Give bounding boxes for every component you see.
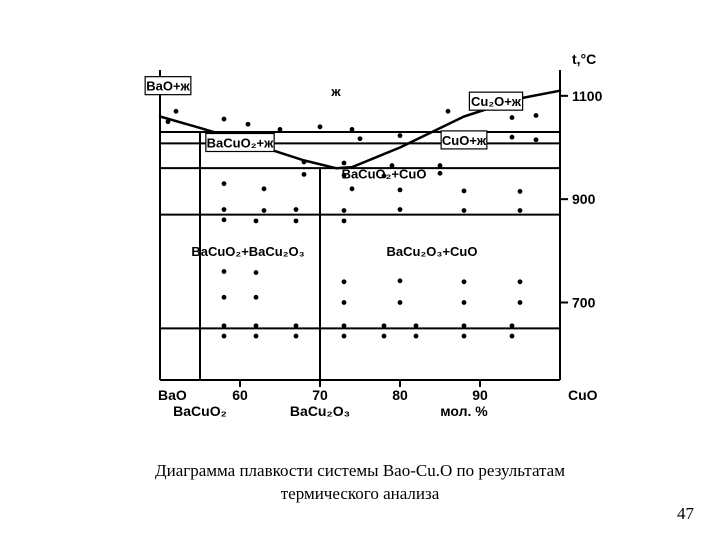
caption-line-1: Диаграмма плавкости системы Bao-Cu.O по … bbox=[155, 461, 565, 480]
svg-text:60: 60 bbox=[232, 387, 248, 403]
svg-text:t,°C: t,°C bbox=[572, 51, 596, 67]
svg-text:BaCuO₂+CuO: BaCuO₂+CuO bbox=[342, 167, 427, 182]
svg-text:мол. %: мол. % bbox=[440, 403, 488, 419]
svg-text:Cu₂O+ж: Cu₂O+ж bbox=[471, 94, 522, 109]
svg-text:BaCuO₂: BaCuO₂ bbox=[173, 403, 227, 419]
svg-text:1100: 1100 bbox=[572, 88, 603, 104]
svg-text:BaCuO₂+ж: BaCuO₂+ж bbox=[207, 136, 274, 151]
svg-text:BaO: BaO bbox=[158, 387, 187, 403]
svg-text:BaO+ж: BaO+ж bbox=[146, 79, 190, 94]
svg-text:900: 900 bbox=[572, 191, 596, 207]
svg-text:BaCu₂O₃+CuO: BaCu₂O₃+CuO bbox=[387, 244, 478, 259]
svg-text:CuO+ж: CuO+ж bbox=[442, 133, 487, 148]
svg-text:70: 70 bbox=[312, 387, 328, 403]
svg-text:80: 80 bbox=[392, 387, 408, 403]
phase-diagram-svg: 700 900 1100 t,°C 60 70 80 90 BaO CuO мол. % BaCuO₂… bbox=[120, 40, 620, 440]
figure-caption: Диаграмма плавкости системы Bao-Cu.O по … bbox=[0, 460, 720, 506]
svg-text:BaCu₂O₃: BaCu₂O₃ bbox=[290, 403, 350, 419]
svg-text:90: 90 bbox=[472, 387, 488, 403]
svg-text:ж: ж bbox=[330, 84, 341, 99]
page-number: 47 bbox=[677, 504, 694, 524]
phase-diagram: 700 900 1100 t,°C 60 70 80 90 BaO CuO мол. % BaCuO₂… bbox=[120, 40, 620, 445]
svg-text:BaCuO₂+BaCu₂O₃: BaCuO₂+BaCu₂O₃ bbox=[191, 244, 304, 259]
svg-text:700: 700 bbox=[572, 295, 596, 311]
caption-line-2: термического анализа bbox=[281, 484, 440, 503]
svg-text:CuO: CuO bbox=[568, 387, 598, 403]
